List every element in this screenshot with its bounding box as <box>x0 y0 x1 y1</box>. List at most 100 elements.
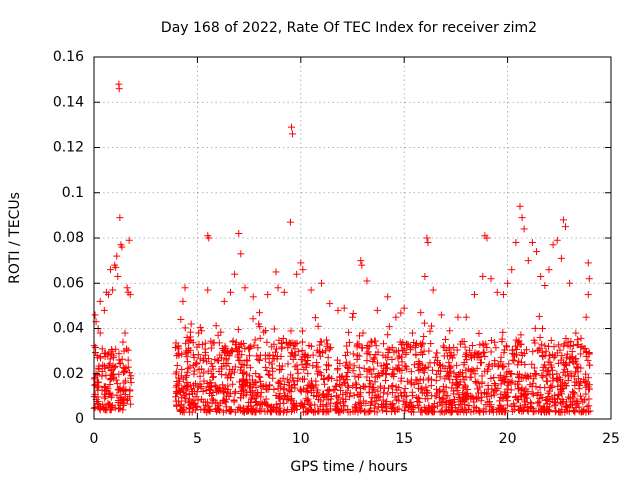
data-point <box>302 395 310 403</box>
data-point <box>346 408 354 416</box>
data-point <box>567 401 575 409</box>
data-point <box>111 363 119 371</box>
data-point <box>264 370 272 378</box>
data-point <box>571 408 579 416</box>
data-point <box>582 390 590 398</box>
data-point <box>395 361 403 369</box>
data-point <box>110 354 118 362</box>
data-point <box>549 241 557 249</box>
data-point <box>390 370 398 378</box>
data-point <box>251 336 259 344</box>
data-point <box>508 266 516 274</box>
data-points <box>90 80 594 416</box>
data-point <box>545 393 553 401</box>
data-point <box>458 369 466 377</box>
data-point <box>430 359 438 367</box>
data-point <box>299 327 307 335</box>
data-point <box>585 275 593 283</box>
data-point <box>510 350 518 358</box>
data-point <box>196 323 204 331</box>
data-point <box>98 386 106 394</box>
data-point <box>173 361 181 369</box>
data-point <box>249 315 257 323</box>
data-point <box>473 364 481 372</box>
data-point <box>101 394 109 402</box>
data-point <box>94 393 102 401</box>
data-point <box>296 386 304 394</box>
data-point <box>401 393 409 401</box>
data-point <box>262 395 270 403</box>
data-point <box>344 382 352 390</box>
data-point <box>483 344 491 352</box>
data-point <box>530 375 538 383</box>
data-point <box>533 248 541 256</box>
data-point <box>529 348 537 356</box>
data-point <box>112 263 120 271</box>
data-point <box>179 385 187 393</box>
data-point <box>183 347 191 355</box>
data-point <box>413 376 421 384</box>
data-point <box>366 377 374 385</box>
data-point <box>556 386 564 394</box>
data-point <box>333 398 341 406</box>
data-point <box>554 359 562 367</box>
data-point <box>198 340 206 348</box>
data-point <box>486 398 494 406</box>
data-point <box>117 387 125 395</box>
data-point <box>363 277 371 285</box>
data-point <box>447 404 455 412</box>
data-point <box>524 257 532 265</box>
data-point <box>384 331 392 339</box>
data-point <box>477 397 485 405</box>
data-point <box>183 372 191 380</box>
data-point <box>256 334 264 342</box>
data-point <box>114 398 122 406</box>
axis-ticks: 0 0.02 0.04 0.06 0.08 0.1 0.12 0.14 0.16 0 5 10 15 20… <box>53 49 620 447</box>
x-tick-label: 25 <box>602 431 620 447</box>
data-point <box>91 404 99 412</box>
data-point <box>113 380 121 388</box>
data-point <box>380 384 388 392</box>
data-point <box>186 408 194 416</box>
data-point <box>214 331 222 339</box>
data-point <box>369 358 377 366</box>
data-point <box>442 347 450 355</box>
data-point <box>200 369 208 377</box>
data-point <box>418 384 426 392</box>
data-point <box>446 327 454 335</box>
data-point <box>402 340 410 348</box>
data-point <box>420 365 428 373</box>
data-point <box>528 360 536 368</box>
data-point <box>325 374 333 382</box>
data-point <box>461 390 469 398</box>
data-point <box>304 388 312 396</box>
data-point <box>240 339 248 347</box>
data-point <box>585 349 593 357</box>
data-point <box>377 384 385 392</box>
data-point <box>238 381 246 389</box>
data-point <box>252 369 260 377</box>
data-point <box>450 390 458 398</box>
data-point <box>523 394 531 402</box>
data-point <box>115 85 123 93</box>
data-point <box>585 402 593 410</box>
data-point <box>544 368 552 376</box>
data-point <box>417 309 425 317</box>
data-point <box>354 373 362 381</box>
data-point <box>349 367 357 375</box>
data-point <box>370 354 378 362</box>
data-point <box>220 359 228 367</box>
data-point <box>382 377 390 385</box>
data-point <box>222 356 230 364</box>
data-point <box>231 341 239 349</box>
data-point <box>286 218 294 226</box>
data-point <box>370 365 378 373</box>
data-point <box>499 395 507 403</box>
data-point <box>518 384 526 392</box>
data-point <box>289 400 297 408</box>
data-point <box>108 391 116 399</box>
data-point <box>570 372 578 380</box>
data-point <box>432 353 440 361</box>
data-point <box>500 349 508 357</box>
data-point <box>512 239 520 247</box>
